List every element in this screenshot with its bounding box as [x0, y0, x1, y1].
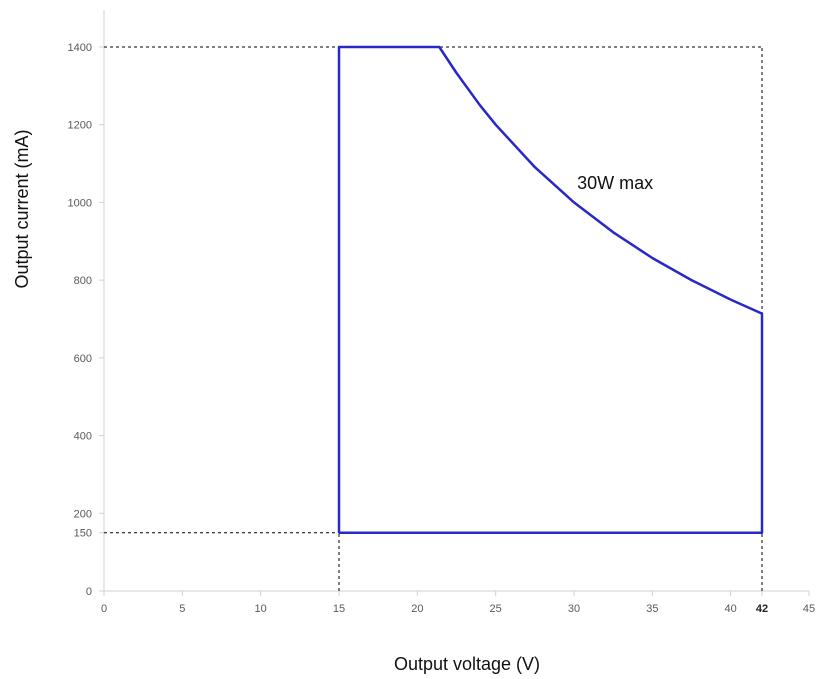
y-tick-label: 1000	[68, 197, 92, 209]
x-tick-label: 5	[179, 603, 185, 615]
operating-envelope-line	[337, 45, 764, 534]
y-axis-title: Output current (mA)	[12, 129, 32, 288]
y-tick-label: 800	[74, 275, 92, 287]
y-tick-label: 200	[74, 508, 92, 520]
x-tick-label: 30	[568, 603, 580, 615]
y-tick-label: 150	[74, 528, 92, 540]
y-tick-label: 1200	[68, 120, 92, 132]
x-tick-label: 0	[101, 603, 107, 615]
x-tick-label: 35	[646, 603, 658, 615]
x-axis-title: Output voltage (V)	[394, 654, 540, 674]
x-tick-label: 40	[725, 603, 737, 615]
x-tick-label: 42	[756, 603, 768, 615]
x-tick-label: 15	[333, 603, 345, 615]
axes	[103, 10, 809, 592]
x-tick-label: 45	[803, 603, 815, 615]
x-tick-label: 10	[255, 603, 267, 615]
annotations: 30W max	[577, 173, 653, 193]
x-tick-label: 25	[490, 603, 502, 615]
y-tick-labels: 0 150 200 400 600 800 1000 1200 1400	[68, 42, 104, 598]
y-tick-label: 0	[86, 586, 92, 598]
series-layer	[337, 45, 764, 534]
x-tick-label: 20	[411, 603, 423, 615]
y-tick-label: 600	[74, 353, 92, 365]
x-tick-labels: 0 5 10 15 20 25 30 35 40 42 45	[101, 591, 815, 615]
y-tick-label: 1400	[68, 42, 92, 54]
guide-lines	[104, 46, 763, 591]
y-tick-label: 400	[74, 431, 92, 443]
annotation-label: 30W max	[577, 173, 653, 193]
